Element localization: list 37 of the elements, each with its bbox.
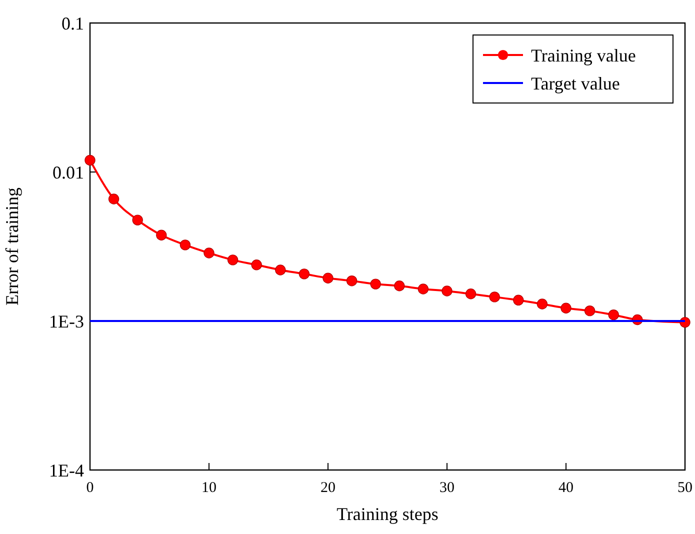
legend-label: Training value [531,45,636,66]
point [298,268,310,280]
point [489,292,500,302]
point [513,294,524,306]
y-tick-label: 0.1 [62,13,84,34]
legend-label: Target value [531,73,620,94]
point [251,260,262,270]
point [536,298,548,310]
x-tick-label: 40 [558,480,574,496]
point [275,264,286,276]
x-tick-label: 30 [440,480,454,496]
point [108,194,120,204]
y-axis-title: Error of training [2,188,22,306]
y-tick-label: 0.01 [52,162,84,182]
point [322,272,334,284]
point [584,306,596,316]
y-tick-label: 1E-4 [49,460,84,480]
x-axis-title: Training steps [336,504,438,524]
point [418,284,429,294]
point [180,240,191,250]
x-tick-label: 0 [86,480,94,496]
point [465,288,476,300]
point [346,276,358,286]
point [227,254,238,266]
point [608,309,619,320]
x-tick-label: 50 [678,480,692,496]
x-tick-label: 10 [202,480,216,496]
point [442,286,452,296]
point [204,248,214,258]
point [156,230,167,240]
point [560,302,572,314]
y-tick-label: 1E-3 [49,311,84,332]
point [84,154,96,166]
x-tick-label: 20 [320,480,336,496]
point [132,214,143,226]
point [394,280,405,292]
point [370,278,381,290]
